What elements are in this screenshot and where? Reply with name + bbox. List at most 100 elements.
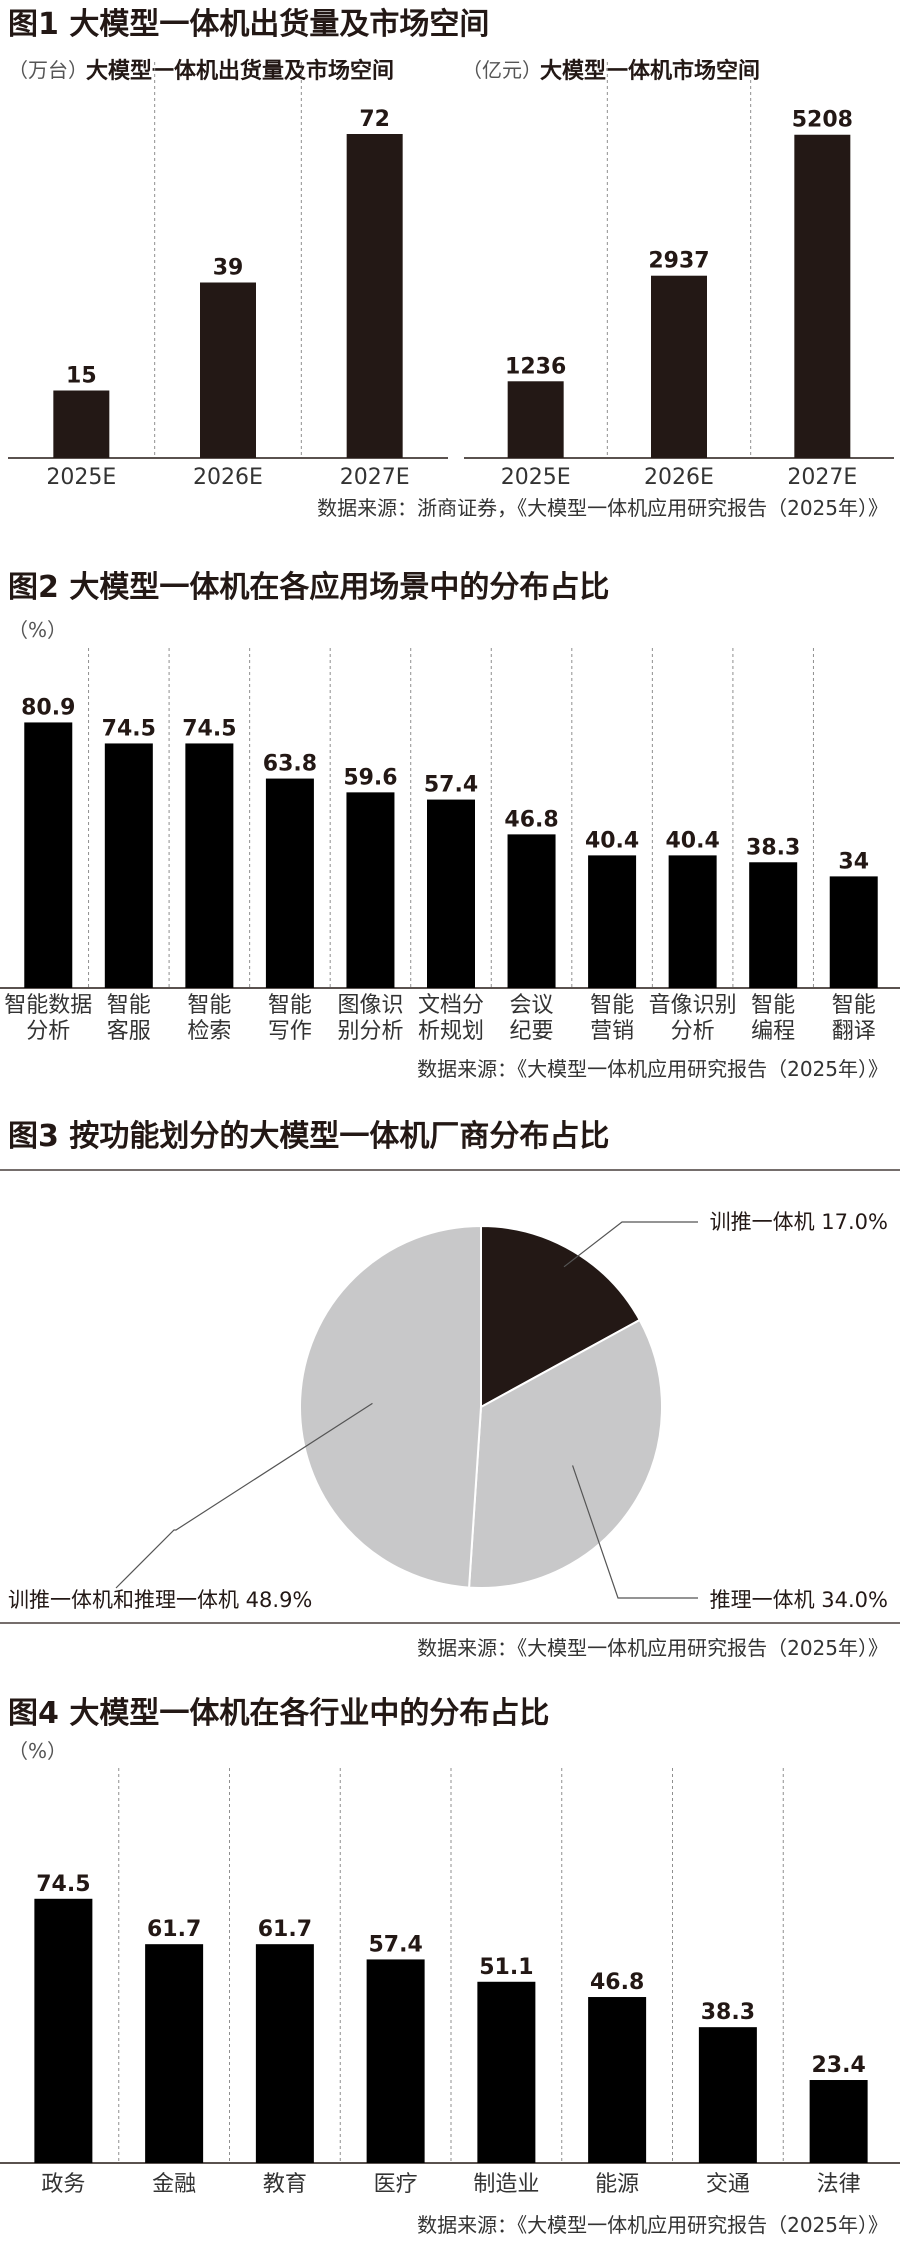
- data-label: 51.1: [479, 1955, 533, 1980]
- tick-label: 营销: [590, 1019, 634, 1044]
- bar: [588, 855, 637, 988]
- data-label: 74.5: [182, 716, 236, 741]
- data-label: 40.4: [585, 828, 639, 853]
- pie-slice: [480, 1224, 642, 1409]
- tick-label: 制造业: [473, 2172, 539, 2197]
- bar: [794, 134, 851, 459]
- fig1-title: 图1 大模型一体机出货量及市场空间: [8, 7, 489, 42]
- data-label: 80.9: [21, 695, 75, 720]
- bar: [200, 282, 256, 458]
- data-label: 61.7: [258, 1917, 312, 1942]
- bar: [255, 1944, 314, 2163]
- fig1-left-unit: （万台）: [8, 58, 88, 82]
- data-label: 34: [838, 849, 869, 874]
- tick-label: 2027E: [787, 465, 857, 490]
- data-label: 61.7: [147, 1917, 201, 1942]
- bar: [651, 275, 707, 458]
- fig4-unit: （%）: [8, 1739, 67, 1763]
- fig1-right-subtitle: 大模型一体机市场空间: [540, 58, 760, 84]
- data-label: 59.6: [343, 765, 397, 790]
- bar: [507, 834, 556, 988]
- tick-label: 医疗: [374, 2172, 418, 2197]
- tick-label: 写作: [268, 1019, 312, 1044]
- leader-line: [563, 1221, 698, 1268]
- fig3-source: 数据来源：《大模型一体机应用研究报告（2025年）》: [417, 1636, 888, 1660]
- tick-label: 政务: [41, 2172, 85, 2197]
- bar: [829, 876, 878, 988]
- tick-label: 会议: [510, 993, 554, 1018]
- tick-label: 智能: [107, 993, 151, 1018]
- tick-label: 音像识别: [649, 993, 737, 1018]
- bar: [749, 862, 798, 988]
- tick-label: 智能数据: [4, 993, 92, 1018]
- tick-label: 2025E: [46, 465, 116, 490]
- tick-label: 文档分: [418, 993, 484, 1018]
- bar: [427, 799, 475, 988]
- fig4-title: 图4 大模型一体机在各行业中的分布占比: [8, 1696, 549, 1731]
- pie-label-inference: 推理一体机 34.0%: [710, 1588, 888, 1612]
- bar: [809, 2080, 868, 2163]
- tick-label: 分析: [671, 1019, 715, 1044]
- tick-label: 智能: [832, 993, 876, 1018]
- tick-label: 金融: [152, 2172, 196, 2197]
- tick-label: 纪要: [510, 1019, 554, 1044]
- data-label: 63.8: [263, 752, 317, 777]
- fig2-title: 图2 大模型一体机在各应用场景中的分布占比: [8, 570, 609, 605]
- tick-label: 翻译: [832, 1019, 876, 1044]
- data-label: 57.4: [424, 773, 478, 798]
- pie-slice: [299, 1224, 482, 1589]
- fig3-plot: [115, 1221, 698, 1599]
- data-label: 57.4: [368, 1932, 422, 1957]
- data-label: 46.8: [504, 807, 558, 832]
- data-label: 46.8: [590, 1970, 644, 1995]
- data-label: 1236: [505, 354, 566, 379]
- tick-label: 编程: [751, 1019, 795, 1044]
- fig1-source: 数据来源：浙商证券，《大模型一体机应用研究报告（2025年）》: [317, 496, 888, 520]
- fig4-source: 数据来源：《大模型一体机应用研究报告（2025年）》: [417, 2213, 888, 2237]
- fig1-right-unit: （亿元）: [462, 58, 542, 82]
- pie-label-training: 训推一体机 17.0%: [710, 1210, 888, 1234]
- tick-label: 智能: [187, 993, 231, 1018]
- data-label: 39: [213, 256, 244, 281]
- tick-label: 检索: [187, 1019, 231, 1044]
- leader-line: [572, 1465, 698, 1599]
- fig3-title: 图3 按功能划分的大模型一体机厂商分布占比: [8, 1119, 609, 1154]
- bar: [34, 1898, 93, 2163]
- tick-label: 能源: [595, 2172, 639, 2197]
- fig4-plot: 74.5 政务 61.7 金融 61.7 教育 57.4 医疗 51.1 制造业 46.8 能源 38.…: [0, 1768, 900, 2197]
- data-label: 72: [359, 107, 390, 132]
- tick-label: 教育: [263, 2172, 307, 2197]
- bar: [507, 381, 564, 458]
- tick-label: 客服: [107, 1019, 151, 1044]
- bar: [698, 2027, 757, 2163]
- bar: [346, 134, 403, 458]
- leader-line: [115, 1402, 373, 1589]
- bar: [104, 743, 153, 988]
- data-label: 40.4: [665, 828, 719, 853]
- tick-label: 析规划: [418, 1019, 484, 1044]
- bar: [366, 1959, 425, 2163]
- tick-label: 2026E: [193, 465, 263, 490]
- bar: [53, 390, 110, 458]
- bar: [668, 855, 717, 988]
- pie-slice: [467, 1318, 663, 1590]
- bar: [477, 1981, 536, 2163]
- data-label: 38.3: [701, 2000, 755, 2025]
- bar: [185, 743, 234, 988]
- fig2-source: 数据来源：《大模型一体机应用研究报告（2025年）》: [417, 1057, 888, 1081]
- tick-label: 法律: [817, 2172, 861, 2197]
- tick-label: 智能: [751, 993, 795, 1018]
- data-label: 74.5: [102, 716, 156, 741]
- data-label: 5208: [792, 108, 853, 133]
- tick-label: 分析: [26, 1019, 70, 1044]
- data-label: 2937: [648, 249, 709, 274]
- tick-label: 智能: [590, 993, 634, 1018]
- tick-label: 图像识: [337, 993, 403, 1018]
- data-label: 38.3: [746, 835, 800, 860]
- fig1-left-subtitle: 大模型一体机出货量及市场空间: [86, 58, 394, 84]
- fig2-unit: （%）: [8, 618, 67, 642]
- tick-label: 2025E: [501, 465, 571, 490]
- pie-label-both: 训推一体机和推理一体机 48.9%: [8, 1588, 312, 1612]
